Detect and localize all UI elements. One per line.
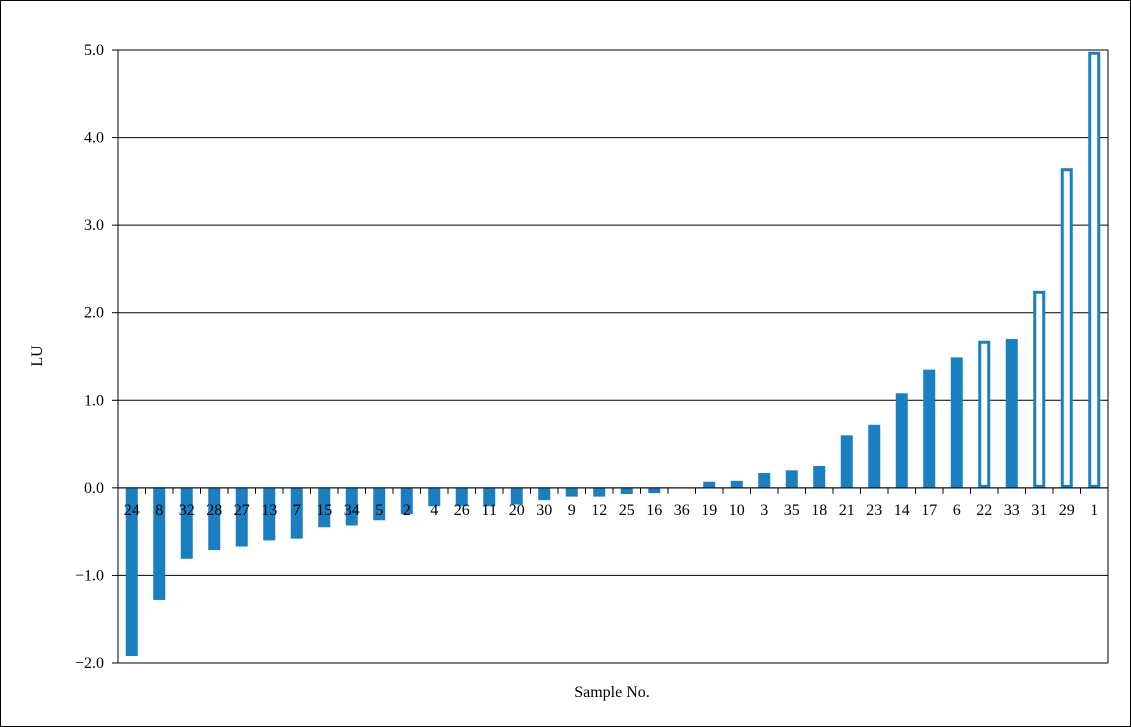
y-tick-label: 5.0 bbox=[84, 42, 104, 59]
bar bbox=[813, 465, 826, 488]
bar bbox=[345, 487, 358, 526]
x-axis-label: Sample No. bbox=[574, 684, 650, 701]
y-tick-labels: 5.0 4.0 3.0 2.0 1.0 0.0 −1.0 −2.0 bbox=[75, 42, 104, 672]
bar bbox=[263, 487, 276, 541]
x-tick-label: 24 bbox=[124, 502, 140, 519]
bar-hollow bbox=[1060, 168, 1073, 488]
bar bbox=[235, 487, 248, 547]
x-tick-label: 16 bbox=[646, 502, 662, 519]
x-tick-label: 3 bbox=[760, 502, 768, 519]
bar bbox=[620, 487, 633, 494]
x-tick-label: 19 bbox=[701, 502, 717, 519]
bar bbox=[400, 487, 413, 515]
x-tick-label: 23 bbox=[866, 502, 882, 519]
x-tick-label: 8 bbox=[155, 502, 163, 519]
bar bbox=[538, 487, 551, 501]
bar bbox=[565, 487, 578, 497]
y-tick-label: −1.0 bbox=[75, 567, 104, 584]
x-tick-label: 5 bbox=[375, 502, 383, 519]
bar bbox=[180, 487, 193, 559]
x-tick-label: 4 bbox=[430, 502, 438, 519]
bar bbox=[895, 393, 908, 488]
x-tick-label: 12 bbox=[591, 502, 607, 519]
bar bbox=[290, 487, 303, 539]
bars bbox=[125, 51, 1101, 656]
y-tick-label: 0.0 bbox=[84, 480, 104, 497]
x-tick-label: 32 bbox=[179, 502, 195, 519]
bar-hollow bbox=[978, 340, 991, 488]
bar bbox=[648, 487, 661, 494]
bar bbox=[373, 487, 386, 521]
x-tick-label: 18 bbox=[811, 502, 827, 519]
x-tick-label: 15 bbox=[316, 502, 332, 519]
y-tick-label: 3.0 bbox=[84, 217, 104, 234]
x-tick-label: 7 bbox=[293, 502, 301, 519]
x-tick-label: 22 bbox=[976, 502, 992, 519]
x-tick-label: 14 bbox=[894, 502, 910, 519]
x-tick-label: 21 bbox=[839, 502, 855, 519]
bar bbox=[125, 487, 138, 656]
x-tick-label: 34 bbox=[344, 502, 360, 519]
x-tick-labels: 24 8 32 28 27 13 7 15 34 5 2 4 26 11 20 30 9 12 25 16 36 19 10… bbox=[124, 502, 1099, 519]
x-tick-label: 29 bbox=[1059, 502, 1075, 519]
axes bbox=[112, 49, 1109, 664]
x-tick-label: 2 bbox=[403, 502, 411, 519]
x-tick-label: 26 bbox=[454, 502, 470, 519]
y-tick-label: 4.0 bbox=[84, 130, 104, 147]
bar bbox=[153, 487, 166, 600]
bar-hollow bbox=[1088, 51, 1101, 488]
x-tick-label: 13 bbox=[261, 502, 277, 519]
y-axis-label: LU bbox=[29, 345, 46, 367]
x-tick-label: 1 bbox=[1090, 502, 1098, 519]
x-tick-label: 6 bbox=[953, 502, 961, 519]
x-tick-label: 11 bbox=[482, 502, 497, 519]
x-tick-label: 17 bbox=[921, 502, 937, 519]
x-tick-label: 33 bbox=[1004, 502, 1020, 519]
bar bbox=[840, 435, 853, 488]
bar-hollow bbox=[1033, 290, 1046, 488]
bar bbox=[483, 487, 496, 507]
bar bbox=[208, 487, 221, 551]
x-tick-label: 20 bbox=[509, 502, 525, 519]
bar bbox=[428, 487, 441, 507]
x-tick-label: 27 bbox=[234, 502, 250, 519]
x-tick-label: 30 bbox=[536, 502, 552, 519]
x-tick-label: 28 bbox=[206, 502, 222, 519]
bar bbox=[785, 470, 798, 488]
bar bbox=[950, 357, 963, 488]
x-tick-label: 10 bbox=[729, 502, 745, 519]
bar bbox=[730, 480, 743, 488]
bar bbox=[455, 487, 468, 507]
bar bbox=[703, 481, 716, 488]
x-tick-label: 9 bbox=[568, 502, 576, 519]
bar bbox=[868, 424, 881, 488]
y-tick-label: −2.0 bbox=[75, 655, 104, 672]
bar bbox=[510, 487, 523, 505]
bar bbox=[1005, 338, 1018, 488]
x-tick-label: 25 bbox=[619, 502, 635, 519]
bar bbox=[593, 487, 606, 497]
y-tick-label: 2.0 bbox=[84, 305, 104, 322]
bar bbox=[318, 487, 331, 528]
y-tick-label: 1.0 bbox=[84, 392, 104, 409]
x-tick-label: 35 bbox=[784, 502, 800, 519]
bar bbox=[758, 472, 771, 488]
x-tick-label: 36 bbox=[674, 502, 690, 519]
bar bbox=[923, 369, 936, 488]
x-tick-label: 31 bbox=[1031, 502, 1047, 519]
